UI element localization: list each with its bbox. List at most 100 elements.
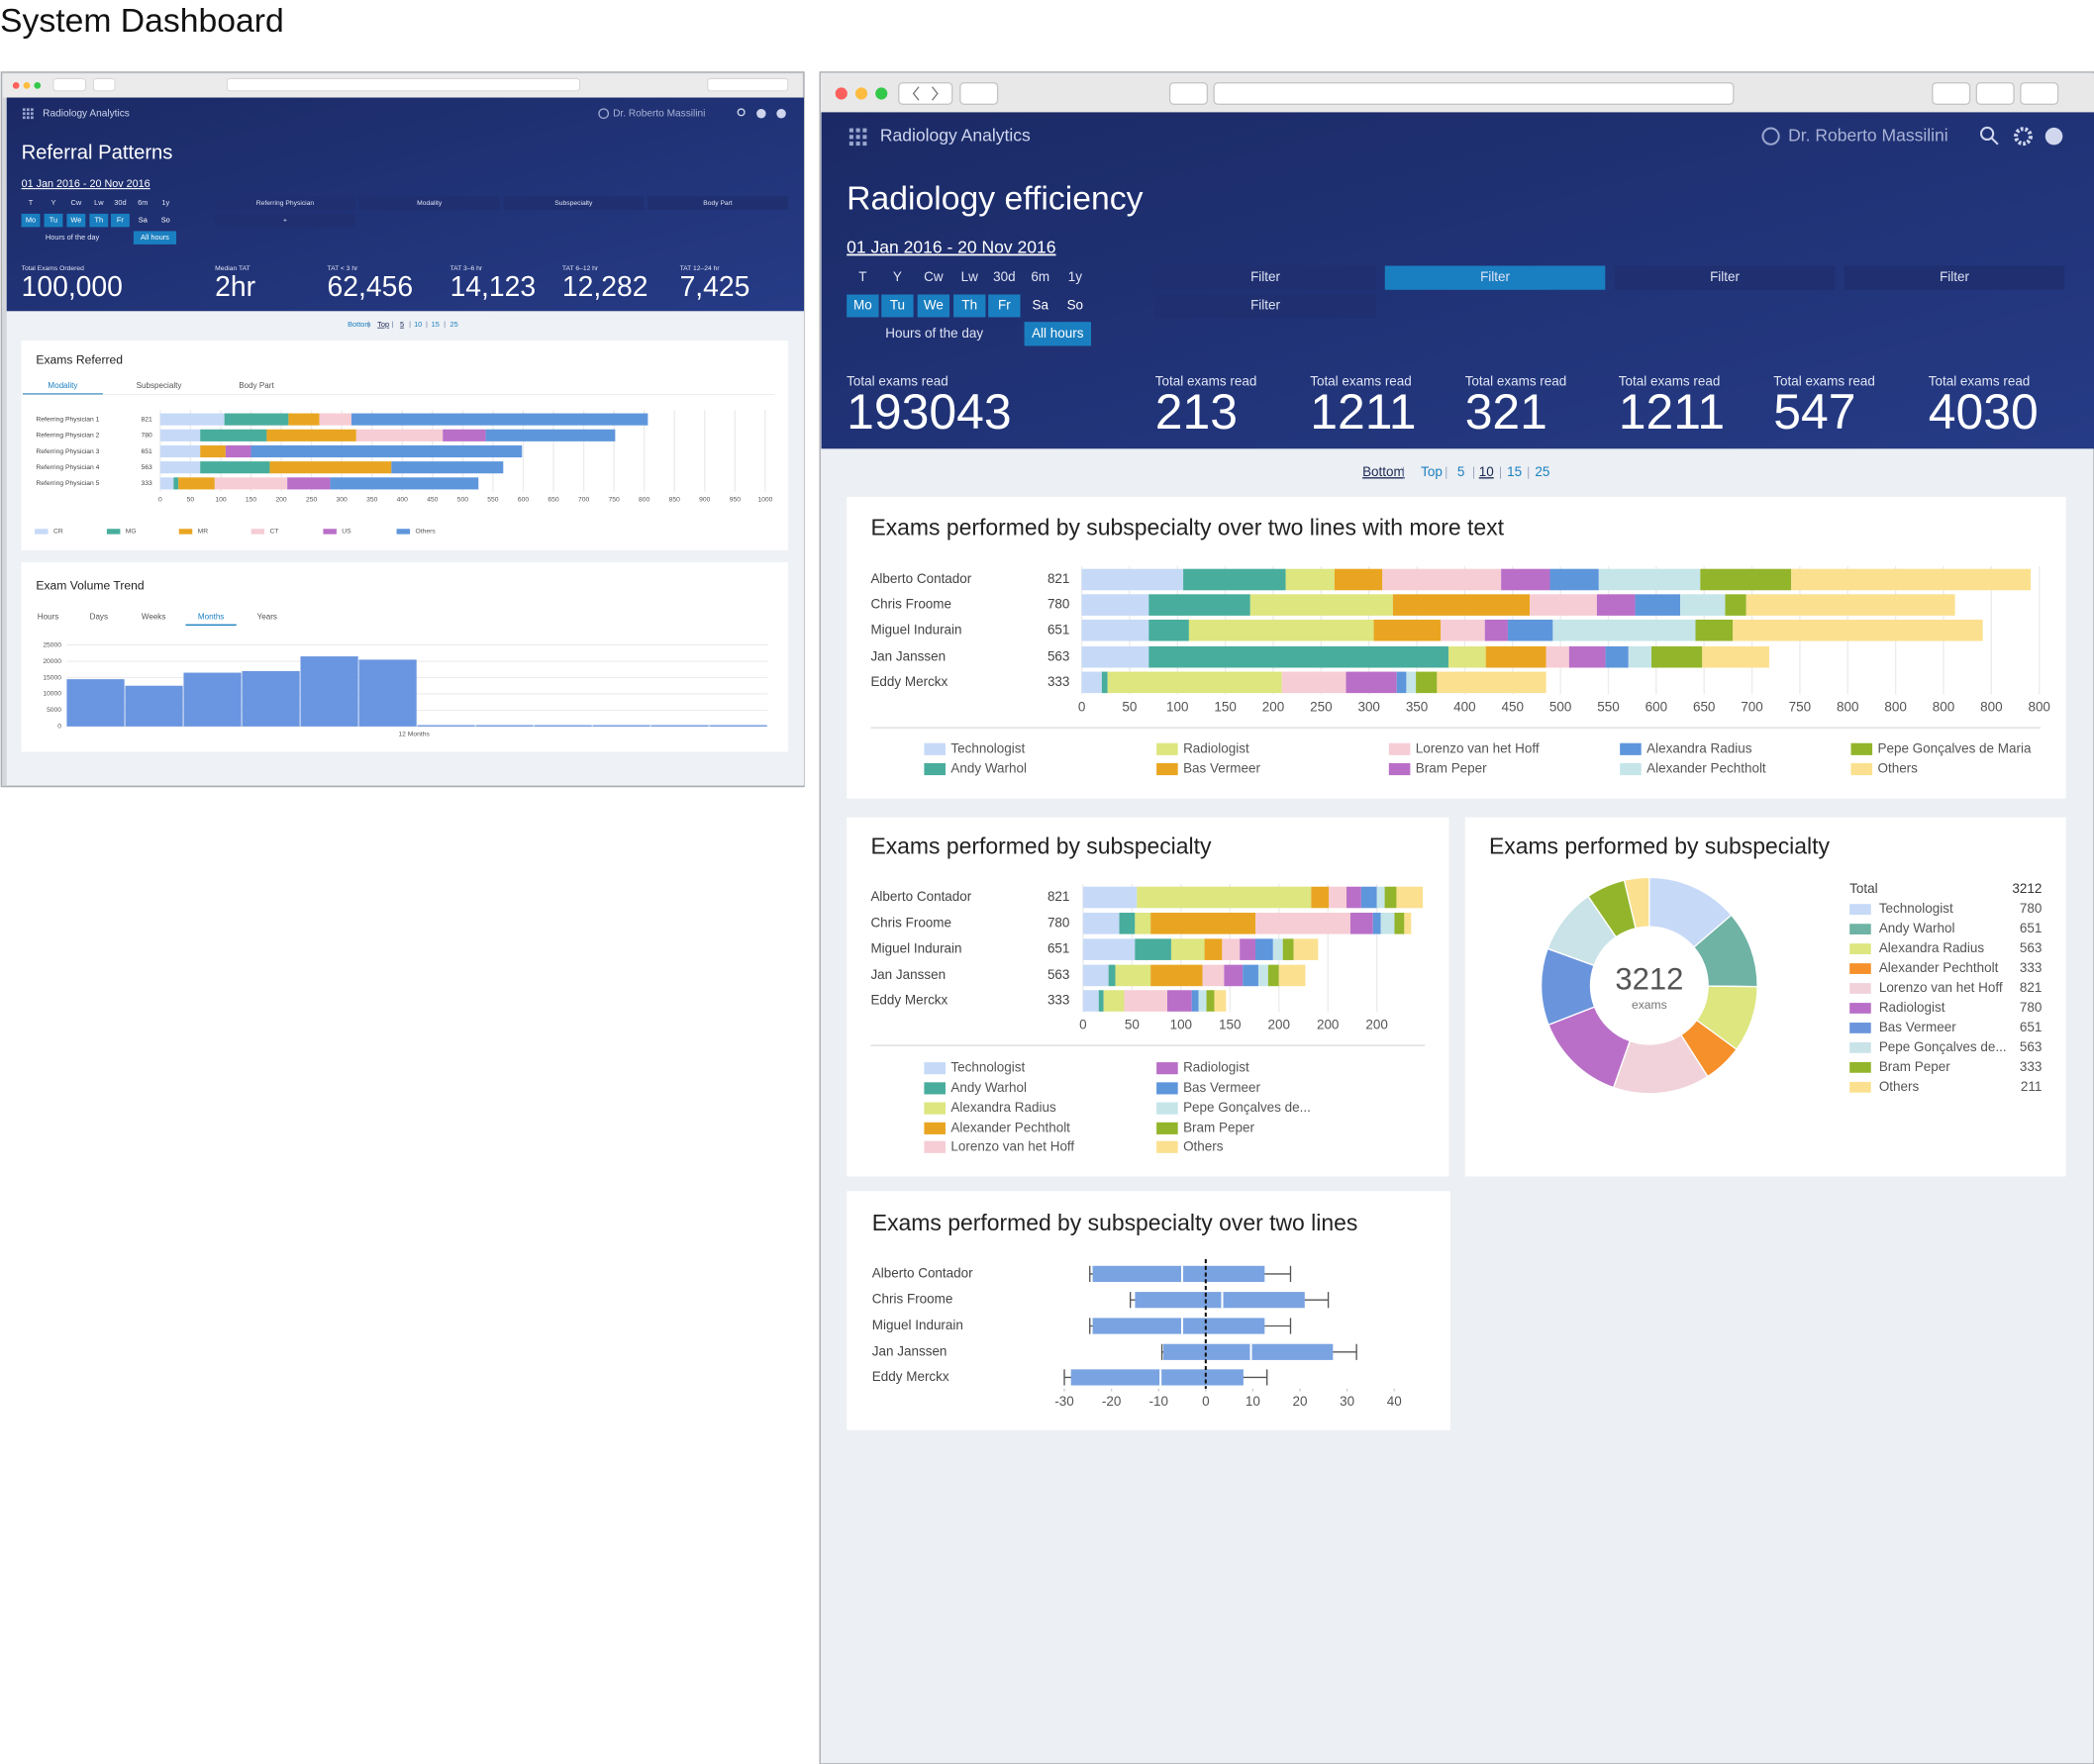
privacy-button[interactable] [1168, 82, 1209, 105]
filter-box[interactable] [215, 213, 355, 228]
bar-segment [1700, 568, 1792, 591]
bar-segment [1552, 619, 1696, 641]
bar-segment [159, 461, 201, 474]
close-button[interactable] [835, 87, 848, 100]
x-tick-label: 400 [397, 496, 408, 503]
bar-segment [288, 413, 320, 426]
page-size-option[interactable]: 25 [449, 320, 457, 329]
nav-buttons[interactable] [52, 78, 86, 92]
share-button[interactable] [1975, 82, 2015, 105]
page-size-option[interactable]: Top [377, 320, 389, 329]
day-toggle[interactable] [89, 213, 109, 228]
page-size-option[interactable]: 15 [432, 320, 440, 329]
legend-swatch [924, 1122, 946, 1134]
legend-swatch [178, 529, 193, 535]
bar-segment [1119, 913, 1136, 934]
filter-box[interactable] [1614, 265, 1836, 290]
bar [66, 679, 125, 727]
address-bar[interactable] [1213, 82, 1735, 105]
page-size-option[interactable]: 25 [1535, 464, 1549, 479]
tab[interactable]: Subspecialty [137, 381, 183, 390]
period-option: Cw [71, 198, 82, 207]
page-size-option[interactable]: Bottom [348, 320, 370, 329]
tab[interactable]: Months [198, 612, 225, 621]
page-size-option[interactable]: 10 [1479, 464, 1494, 479]
zoom-button[interactable] [875, 87, 888, 100]
download-button[interactable] [1932, 82, 1971, 105]
page-size-option[interactable]: 15 [1507, 464, 1522, 479]
page-size-option[interactable]: 5 [400, 320, 404, 329]
tab[interactable]: Weeks [142, 612, 166, 621]
search-icon[interactable] [1980, 126, 1999, 146]
legend-swatch [1849, 904, 1871, 916]
minimize-button[interactable] [23, 82, 31, 89]
legend-label: US [342, 529, 351, 536]
day-toggle[interactable] [66, 213, 86, 228]
filter-box[interactable] [1154, 265, 1376, 290]
apps-icon[interactable] [848, 128, 867, 147]
sidebar-button[interactable] [959, 82, 999, 105]
user-icon[interactable] [598, 108, 610, 120]
day-toggle[interactable] [881, 294, 914, 318]
nav-buttons[interactable] [898, 82, 953, 105]
day-toggle[interactable] [847, 294, 879, 318]
kpi-value: 12,282 [562, 271, 648, 303]
box-upper [1222, 1292, 1305, 1309]
tab[interactable]: Modality [48, 381, 78, 390]
help-icon[interactable] [776, 109, 786, 119]
app-name: Radiology Analytics [880, 125, 1031, 145]
address-bar[interactable] [226, 78, 580, 92]
filter-box[interactable] [503, 196, 645, 210]
toolbar-buttons[interactable] [707, 78, 789, 92]
filter-box[interactable] [1384, 265, 1606, 290]
page-size-option[interactable]: Bottom [1362, 464, 1405, 479]
page-size-option[interactable]: 10 [414, 320, 422, 329]
hours-button[interactable] [133, 231, 177, 245]
filter-box[interactable] [215, 196, 355, 210]
tab[interactable]: Hours [38, 612, 59, 621]
legend-label: Lorenzo van het Hoff [1416, 740, 1540, 755]
user-icon[interactable] [1761, 127, 1780, 146]
filter-box[interactable] [1154, 293, 1376, 319]
settings-icon[interactable] [2014, 127, 2033, 147]
zoom-button[interactable] [34, 82, 42, 89]
hours-button[interactable] [1024, 322, 1092, 346]
filter-box[interactable] [1844, 265, 2065, 290]
kpi-label: Total exams read [1465, 373, 1567, 388]
bar-segment [1188, 619, 1374, 641]
page-size-option[interactable]: 5 [1457, 464, 1465, 479]
search-icon[interactable] [737, 108, 746, 117]
category-label: Jan Janssen [870, 648, 946, 663]
day-toggle[interactable] [44, 213, 63, 228]
hours-label: Hours of the day [885, 326, 983, 341]
user-name[interactable]: Dr. Roberto Massilini [613, 108, 705, 119]
tab[interactable]: Body Part [239, 381, 274, 390]
apps-icon[interactable] [22, 108, 34, 120]
filter-box[interactable] [358, 196, 500, 210]
settings-icon[interactable] [756, 109, 766, 119]
day-toggle[interactable] [110, 213, 130, 228]
x-tick-label: 450 [427, 496, 438, 503]
filter-box[interactable] [648, 196, 788, 210]
page-size-option[interactable]: Top [1421, 464, 1443, 479]
user-name[interactable]: Dr. Roberto Massilini [1788, 125, 1948, 145]
close-button[interactable] [12, 82, 20, 89]
minimize-button[interactable] [854, 87, 868, 100]
tabs-button[interactable] [2020, 82, 2059, 105]
legend-label: Alexandra Radius [1879, 940, 1985, 955]
day-toggle[interactable] [21, 213, 41, 228]
day-toggle[interactable] [988, 294, 1021, 318]
category-label: Chris Froome [870, 597, 951, 612]
bar-segment [1346, 886, 1361, 909]
tab[interactable]: Years [257, 612, 277, 621]
day-toggle[interactable] [953, 294, 986, 318]
day-toggle[interactable] [917, 294, 950, 318]
x-tick-label: 0 [158, 496, 162, 503]
help-icon[interactable] [2044, 127, 2063, 146]
sidebar-button[interactable] [93, 78, 116, 92]
category-label: Jan Janssen [872, 1343, 947, 1358]
tab[interactable]: Days [90, 612, 108, 621]
bar-segment [1568, 645, 1606, 668]
legend-value: 821 [2020, 980, 2042, 995]
